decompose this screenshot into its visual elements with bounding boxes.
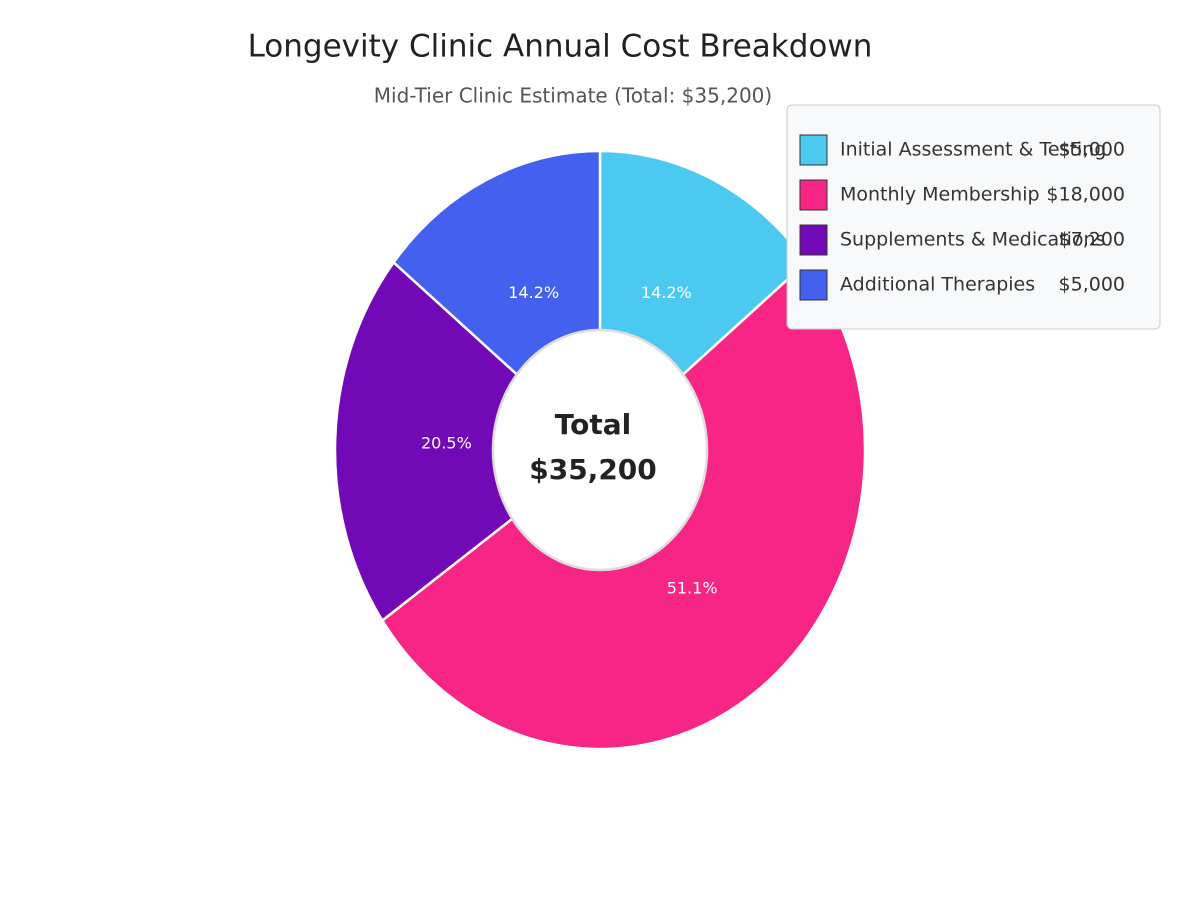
legend-value: $7,200 xyxy=(1059,229,1125,251)
legend-swatch xyxy=(799,134,828,166)
legend-box xyxy=(786,104,1161,330)
legend-label: Additional Therapies xyxy=(840,274,1035,296)
legend-value: $5,000 xyxy=(1059,274,1125,296)
percent-label: 51.1% xyxy=(667,578,718,597)
chart-title: Longevity Clinic Annual Cost Breakdown xyxy=(248,29,873,65)
percent-label: 20.5% xyxy=(421,433,472,452)
legend-label: Monthly Membership xyxy=(840,184,1040,206)
legend-value: $5,000 xyxy=(1059,139,1125,161)
donut: 14.2% 51.1% 20.5% 14.2% Total $35,200 xyxy=(333,149,867,751)
center-text: Total xyxy=(555,408,632,441)
legend-value: $18,000 xyxy=(1046,184,1125,206)
legend: Initial Assessment & Testing$5,000Monthl… xyxy=(799,134,1125,301)
legend-label: Supplements & Medications xyxy=(840,229,1105,251)
slice xyxy=(333,260,602,623)
legend-swatch xyxy=(799,179,828,211)
percent-label: 14.2% xyxy=(508,283,559,302)
legend-swatch xyxy=(799,269,828,301)
chart-subtitle: Mid-Tier Clinic Estimate (Total: $35,200… xyxy=(374,84,772,108)
legend-swatch xyxy=(799,224,828,256)
donut-hole xyxy=(491,328,709,572)
center-text: $35,200 xyxy=(529,453,657,486)
legend-label: Initial Assessment & Testing xyxy=(840,139,1106,161)
percent-label: 14.2% xyxy=(641,283,692,302)
